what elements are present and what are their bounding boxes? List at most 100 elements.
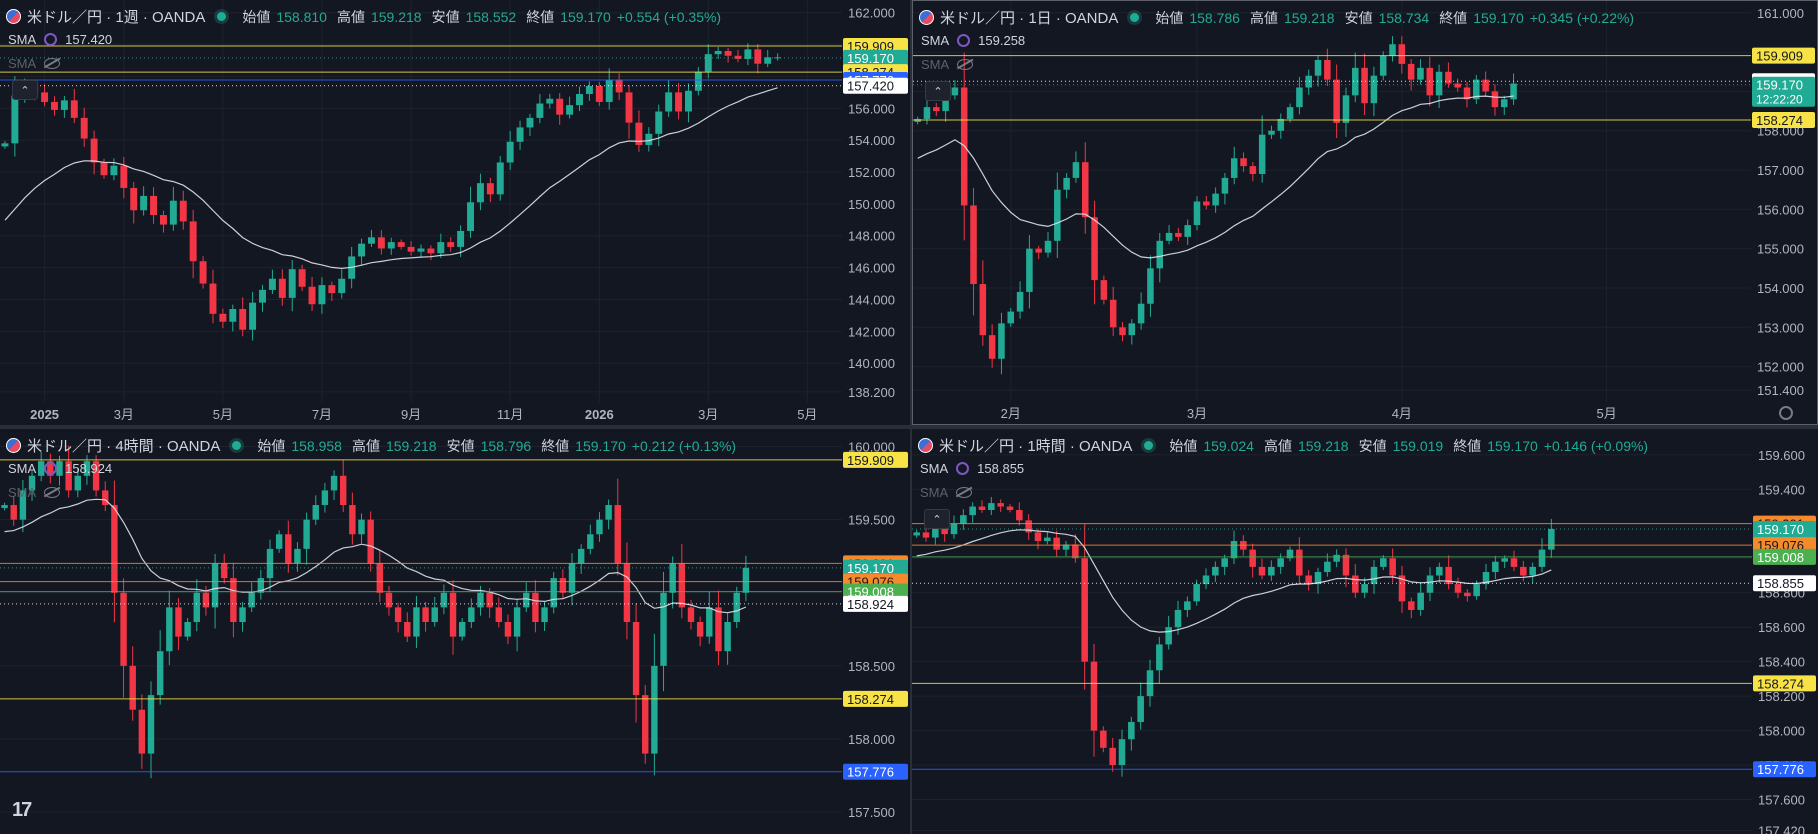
- candle-body: [1538, 549, 1546, 567]
- candle-body: [413, 607, 420, 637]
- collapse-legend-button[interactable]: ⌃: [924, 509, 950, 529]
- settings-gear-icon[interactable]: [1779, 406, 1793, 420]
- chart-canvas[interactable]: 159.600159.400159.200159.000158.800158.6…: [912, 429, 1818, 834]
- candle: [523, 582, 530, 613]
- indicator-settings-icon[interactable]: [44, 462, 58, 475]
- y-tick-label: 146.000: [848, 261, 895, 276]
- chart-pane-4h[interactable]: 160.000159.500159.000158.500158.000157.5…: [0, 429, 910, 834]
- sma-hidden-legend[interactable]: SMA: [921, 57, 974, 72]
- sma-legend[interactable]: SMA 158.855: [920, 461, 1024, 476]
- candle-body: [1529, 566, 1536, 576]
- y-tick-label: 160.000: [848, 440, 895, 455]
- sma-hidden-legend[interactable]: SMA: [8, 56, 61, 71]
- y-tick-label: 156.000: [1757, 202, 1804, 217]
- candle-body: [684, 90, 692, 112]
- sma-hidden-legend[interactable]: SMA: [8, 485, 61, 500]
- candle-body: [1398, 575, 1406, 602]
- candle-body: [230, 578, 237, 622]
- open-value: 158.958: [291, 437, 342, 454]
- chart-pane-1h[interactable]: 159.600159.400159.200159.000158.800158.6…: [912, 429, 1818, 834]
- candle-body: [477, 592, 484, 608]
- low-value: 158.796: [480, 437, 532, 454]
- candle-body: [1249, 549, 1256, 567]
- candle-body: [476, 183, 484, 203]
- candle-body: [298, 269, 306, 287]
- eye-hidden-icon[interactable]: [44, 487, 61, 498]
- collapse-legend-button[interactable]: ⌃: [925, 81, 951, 101]
- candle: [51, 96, 58, 116]
- y-tick-label: 140.000: [848, 356, 895, 371]
- y-tick-label: 158.500: [848, 659, 895, 674]
- candle: [988, 497, 995, 515]
- eye-hidden-icon[interactable]: [44, 58, 61, 69]
- sma-hidden-legend[interactable]: SMA: [920, 485, 973, 500]
- price-tag: 159.008: [843, 583, 908, 600]
- candle: [1398, 565, 1406, 613]
- high-label: 高値: [351, 437, 380, 454]
- y-tick-label: 158.400: [1758, 655, 1805, 670]
- y-tick-label: 144.000: [848, 292, 895, 307]
- candle-body: [694, 71, 702, 91]
- candle: [257, 569, 265, 600]
- symbol-title[interactable]: 米ドル／円 · 4時間 · OANDA: [27, 438, 221, 455]
- y-tick-label: 158.000: [848, 732, 895, 747]
- chart-canvas[interactable]: 162.000160.000158.000156.000154.000152.0…: [0, 0, 910, 425]
- symbol-title[interactable]: 米ドル／円 · 1時間 · OANDA: [939, 438, 1133, 455]
- candle: [422, 601, 429, 632]
- symbol-title[interactable]: 米ドル／円 · 1日 · OANDA: [940, 10, 1119, 27]
- chart-canvas[interactable]: 161.000160.000159.000158.000157.000156.0…: [913, 1, 1817, 424]
- x-tick-label: 2025: [30, 407, 59, 422]
- candle: [1026, 234, 1033, 309]
- indicator-settings-icon[interactable]: [956, 462, 970, 475]
- price-tag-bg: [843, 690, 908, 707]
- chart-pane-weekly[interactable]: 162.000160.000158.000156.000154.000152.0…: [0, 0, 910, 425]
- legend-header: 米ドル／円 · 1週 · OANDA 始値 158.810 高値 159.218 安…: [6, 6, 721, 27]
- eye-hidden-icon[interactable]: [956, 487, 973, 498]
- candle-body: [1436, 566, 1443, 576]
- chart-pane-daily[interactable]: 161.000160.000159.000158.000157.000156.0…: [912, 0, 1818, 425]
- candle: [140, 186, 148, 216]
- pane-divider-horizontal[interactable]: [0, 425, 1818, 429]
- candle-body: [422, 607, 429, 622]
- candle: [275, 530, 283, 553]
- sma-legend[interactable]: SMA 159.258: [921, 33, 1025, 48]
- x-tick-label: 7月: [312, 407, 332, 422]
- candle-body: [1137, 696, 1144, 722]
- candle-body: [1342, 95, 1350, 123]
- candle: [1091, 200, 1098, 305]
- candle: [1417, 582, 1424, 616]
- y-tick-label: 152.000: [1757, 360, 1804, 375]
- price-tag-label: 158.274: [1757, 676, 1804, 691]
- y-tick-label: 155.000: [1757, 242, 1804, 257]
- candle: [1081, 142, 1089, 234]
- symbol-title[interactable]: 米ドル／円 · 1週 · OANDA: [27, 9, 206, 26]
- collapse-legend-button[interactable]: ⌃: [12, 80, 38, 100]
- chart-canvas[interactable]: 160.000159.500159.000158.500158.000157.5…: [0, 429, 910, 834]
- tradingview-logo-icon[interactable]: 17: [12, 799, 32, 821]
- close-value: 159.170: [560, 8, 611, 25]
- candle-body: [1081, 162, 1089, 218]
- y-tick-label: 157.600: [1758, 793, 1805, 808]
- candle-body: [130, 187, 138, 211]
- candle-body: [1203, 201, 1210, 206]
- price-tag-label: 159.170: [847, 51, 894, 66]
- candle-body: [1333, 79, 1340, 123]
- candle-body: [74, 475, 81, 491]
- usd-jpy-flag-icon: [919, 10, 934, 25]
- candle-body: [138, 709, 146, 754]
- indicator-settings-icon[interactable]: [957, 34, 971, 47]
- candle-body: [1062, 544, 1070, 550]
- sma-legend[interactable]: SMA 157.420: [8, 32, 112, 47]
- price-tag-bg: [1753, 675, 1816, 692]
- candle-body: [556, 98, 564, 115]
- candle: [1482, 563, 1490, 590]
- candle: [1379, 51, 1387, 81]
- sma-legend[interactable]: SMA 158.924: [8, 461, 112, 476]
- candle-body: [660, 592, 667, 666]
- indicator-settings-icon[interactable]: [44, 33, 58, 46]
- y-tick-label: 148.000: [848, 229, 895, 244]
- pane-divider-vertical[interactable]: [910, 0, 912, 834]
- eye-hidden-icon[interactable]: [957, 59, 974, 70]
- candle: [1193, 196, 1201, 231]
- candle-body: [1221, 558, 1228, 567]
